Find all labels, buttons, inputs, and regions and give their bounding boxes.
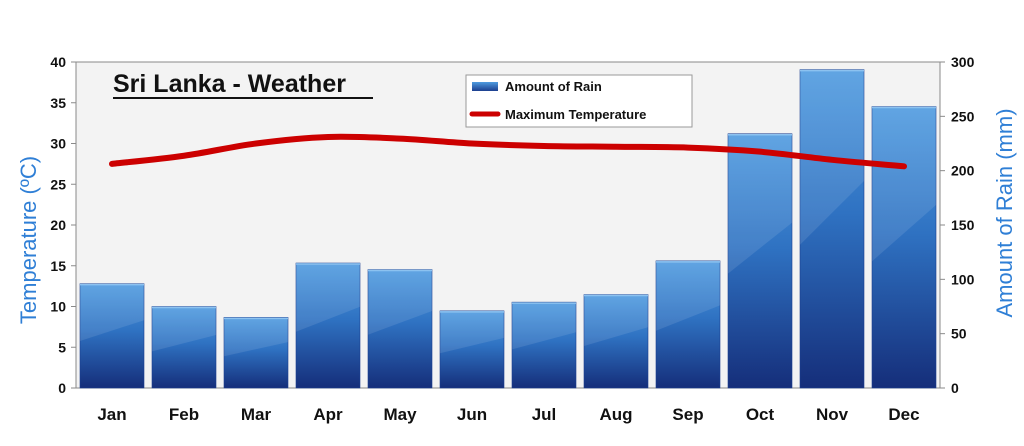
legend-temp-label: Maximum Temperature <box>505 107 646 122</box>
rain-bar-may <box>367 269 433 389</box>
x-label-jun: Jun <box>457 405 487 424</box>
rain-bar-oct <box>727 133 793 389</box>
rain-bar-nov <box>799 69 865 389</box>
temperature-line-layer <box>109 133 907 170</box>
right-tick-label-150: 150 <box>951 217 975 233</box>
rain-bar-jun <box>439 310 505 389</box>
right-tick-label-200: 200 <box>951 163 975 179</box>
temperature-line <box>109 133 907 170</box>
left-tick-label-25: 25 <box>50 176 66 192</box>
x-label-apr: Apr <box>313 405 343 424</box>
rain-bar-sep <box>655 260 721 389</box>
left-tick-label-35: 35 <box>50 95 66 111</box>
right-axis-title: Amount of Rain (mm) <box>992 108 1017 317</box>
rain-bar-apr <box>295 262 361 389</box>
x-label-may: May <box>383 405 417 424</box>
x-label-mar: Mar <box>241 405 272 424</box>
left-axis-ticks: 0 5 10 15 20 25 30 35 40 <box>50 54 76 396</box>
right-tick-label-250: 250 <box>951 108 975 124</box>
x-label-dec: Dec <box>888 405 919 424</box>
rain-bar-jul <box>511 301 577 389</box>
rain-bar-sheen-jul <box>512 302 576 350</box>
left-tick-label-10: 10 <box>50 299 66 315</box>
rain-bar-sheen-mar <box>224 317 288 357</box>
rain-bar-sheen-may <box>368 269 432 335</box>
rain-bar-sheen-jun <box>440 310 504 354</box>
rain-bar-sheen-jan <box>80 283 144 342</box>
x-label-sep: Sep <box>672 405 703 424</box>
rain-bar-dec <box>871 106 937 389</box>
x-label-nov: Nov <box>816 405 849 424</box>
right-tick-label-0: 0 <box>951 380 959 396</box>
x-label-oct: Oct <box>746 405 775 424</box>
rain-bar-sheen-dec <box>872 106 936 262</box>
left-tick-label-5: 5 <box>58 339 66 355</box>
legend-rain-label: Amount of Rain <box>505 79 602 94</box>
left-tick-label-15: 15 <box>50 258 66 274</box>
x-axis-labels: Jan Feb Mar Apr May Jun Jul Aug Sep Oct Nov Dec <box>97 405 919 424</box>
rain-bar-aug <box>583 294 649 389</box>
right-axis-ticks: 0 50 100 150 200 250 300 <box>940 54 975 396</box>
rain-bar-jan <box>79 283 145 389</box>
rain-bar-sheen-sep <box>656 260 720 331</box>
right-tick-label-50: 50 <box>951 326 967 342</box>
rain-bar-mar <box>223 317 289 389</box>
x-label-aug: Aug <box>599 405 632 424</box>
left-tick-label-20: 20 <box>50 217 66 233</box>
left-tick-label-40: 40 <box>50 54 66 70</box>
legend-rain-swatch <box>472 82 498 91</box>
left-axis-title: Temperature (ºC) <box>16 156 41 324</box>
x-label-jan: Jan <box>97 405 126 424</box>
rain-bar-sheen-aug <box>584 294 648 346</box>
x-label-feb: Feb <box>169 405 199 424</box>
rain-bar-feb <box>151 306 217 389</box>
left-tick-label-30: 30 <box>50 136 66 152</box>
right-tick-label-300: 300 <box>951 54 975 70</box>
rain-bar-sheen-feb <box>152 306 216 352</box>
left-tick-label-0: 0 <box>58 380 66 396</box>
rain-bar-sheen-apr <box>296 263 360 332</box>
chart-title: Sri Lanka - Weather <box>113 70 346 98</box>
right-tick-label-100: 100 <box>951 271 975 287</box>
rain-bars <box>79 69 937 389</box>
legend-box <box>465 74 693 128</box>
x-label-jul: Jul <box>532 405 557 424</box>
legend: Amount of Rain Maximum Temperature <box>465 74 693 128</box>
rain-bar-sheen-oct <box>728 133 792 274</box>
